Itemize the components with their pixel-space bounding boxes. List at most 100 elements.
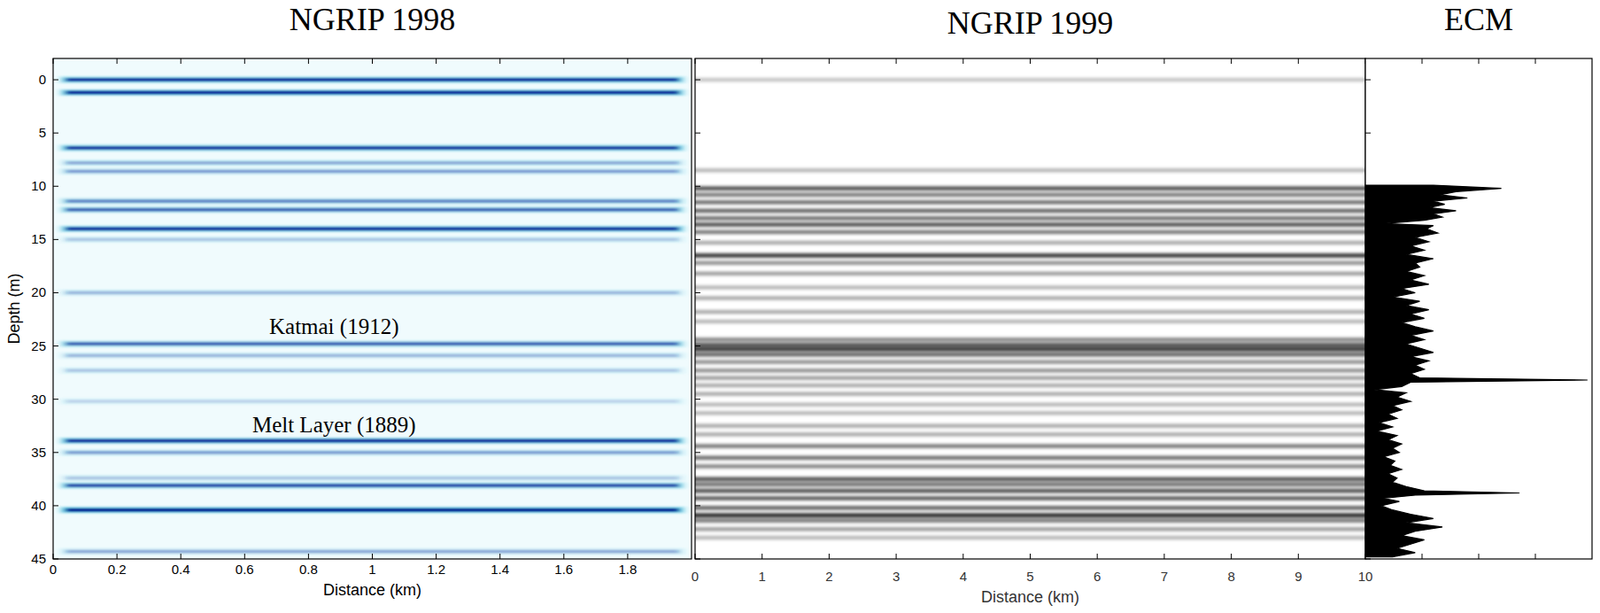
layer: [695, 318, 1366, 325]
layer-core: [65, 368, 680, 372]
layer-halo: [695, 229, 1366, 235]
layer-halo: [695, 391, 1366, 397]
layer-halo: [60, 206, 685, 213]
x-tick: [1029, 553, 1031, 559]
layer: [695, 222, 1366, 228]
x-tick: [308, 58, 310, 64]
layer-halo: [60, 482, 685, 489]
layer-core: [65, 227, 680, 232]
layer-core: [695, 209, 1366, 213]
layer-halo: [695, 409, 1366, 416]
x-tick: [1535, 58, 1537, 64]
y-tick: [53, 239, 59, 240]
x-tick: [1230, 58, 1232, 64]
x-tick-label: 10: [1358, 568, 1374, 584]
x-tick: [1535, 553, 1537, 559]
layer-core: [65, 291, 680, 295]
layer: [695, 294, 1366, 301]
layer: [60, 206, 685, 213]
layer-core: [695, 186, 1366, 190]
layer-core: [695, 262, 1366, 265]
layer-core: [695, 496, 1366, 500]
y-tick: [53, 132, 59, 134]
x-tick-label: 0: [49, 561, 57, 577]
y-tick: [695, 79, 701, 81]
x-tick: [962, 553, 964, 559]
layer: [695, 167, 1366, 173]
y-tick: [695, 345, 701, 347]
x-tick-label: 2: [825, 568, 833, 584]
layer-core: [695, 444, 1366, 448]
plot-area: [1365, 185, 1588, 557]
layer-core: [65, 476, 680, 480]
y-tick: [695, 132, 701, 134]
layer-halo: [60, 289, 685, 296]
layer-halo: [695, 443, 1366, 449]
x-axis-title: Distance (km): [981, 587, 1080, 606]
layer-halo: [695, 222, 1366, 228]
y-tick: [53, 79, 59, 81]
layer-halo: [695, 77, 1366, 83]
y-tick: [1365, 398, 1371, 400]
layer: [695, 284, 1366, 290]
y-axis-title: Depth (m): [5, 272, 24, 344]
layer: [60, 482, 685, 489]
layer-halo: [695, 375, 1366, 381]
layer-core: [695, 506, 1366, 510]
layer-halo: [60, 144, 685, 151]
layer-halo: [695, 504, 1366, 511]
layer: [60, 225, 685, 232]
x-tick-label: 7: [1160, 568, 1168, 584]
layer: [60, 448, 685, 456]
x-tick: [180, 58, 182, 64]
annotation: Katmai (1912): [269, 314, 399, 340]
layer: [695, 517, 1366, 524]
x-tick: [563, 553, 565, 559]
layer-core: [695, 343, 1366, 347]
layer-core: [695, 320, 1366, 324]
layer-core: [695, 513, 1366, 517]
layer-core: [65, 549, 680, 554]
layer: [695, 336, 1366, 342]
x-tick: [53, 553, 55, 559]
plot-area: [695, 77, 1366, 541]
layer-halo: [695, 167, 1366, 173]
layer-halo: [60, 159, 685, 166]
x-tick-label: 4: [959, 568, 967, 584]
x-tick: [1298, 58, 1299, 64]
layer-halo: [695, 359, 1366, 365]
layer-halo: [695, 294, 1366, 301]
y-tick: [695, 239, 701, 240]
layer-core: [695, 432, 1366, 436]
x-tick-label: 0.4: [171, 561, 191, 577]
x-tick: [626, 553, 628, 559]
layer: [695, 309, 1366, 315]
y-tick: [53, 185, 59, 187]
layer-core: [695, 392, 1366, 395]
x-tick: [1478, 553, 1480, 559]
y-tick: [1365, 558, 1371, 560]
y-tick: [53, 558, 59, 560]
plot-frame: [695, 58, 1366, 559]
annotation: Melt Layer (1889): [252, 412, 417, 438]
figure: 00.20.40.60.811.21.41.61.805101520253035…: [0, 0, 1600, 613]
layer: [695, 504, 1366, 511]
layer-core: [65, 146, 680, 150]
layer-core: [695, 536, 1366, 540]
layer: [60, 352, 685, 359]
layer-halo: [695, 487, 1366, 494]
y-tick: [1365, 239, 1371, 240]
y-tick-label: 45: [30, 550, 47, 566]
y-tick: [1365, 132, 1371, 134]
layer: [60, 437, 685, 444]
x-tick: [308, 553, 310, 559]
layer-halo: [695, 309, 1366, 315]
layer-core: [695, 456, 1366, 459]
x-tick: [563, 58, 565, 64]
layer-core: [695, 347, 1366, 351]
plot-background: [53, 58, 692, 559]
layer-core: [695, 353, 1366, 356]
layer-halo: [60, 448, 685, 456]
layer-halo: [60, 225, 685, 232]
layer: [695, 77, 1366, 83]
